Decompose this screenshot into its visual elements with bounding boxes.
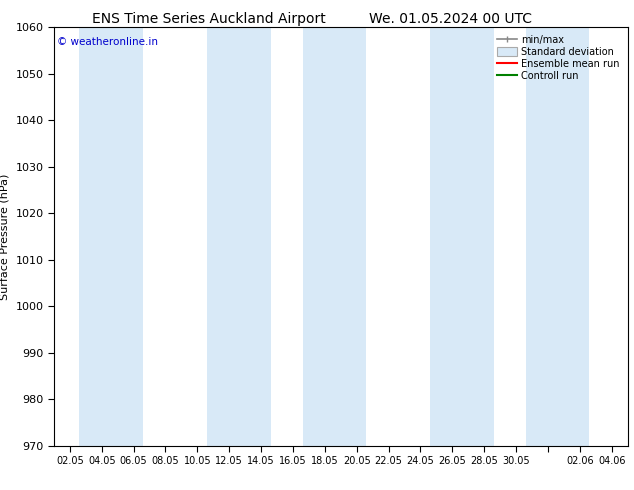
Bar — [430, 27, 494, 446]
Y-axis label: Surface Pressure (hPa): Surface Pressure (hPa) — [0, 173, 10, 299]
Text: © weatheronline.in: © weatheronline.in — [57, 37, 158, 48]
Text: ENS Time Series Auckland Airport: ENS Time Series Auckland Airport — [93, 12, 326, 26]
Legend: min/max, Standard deviation, Ensemble mean run, Controll run: min/max, Standard deviation, Ensemble me… — [494, 32, 623, 83]
Bar — [302, 27, 366, 446]
Bar — [79, 27, 143, 446]
Bar — [207, 27, 271, 446]
Bar — [526, 27, 590, 446]
Text: We. 01.05.2024 00 UTC: We. 01.05.2024 00 UTC — [368, 12, 532, 26]
